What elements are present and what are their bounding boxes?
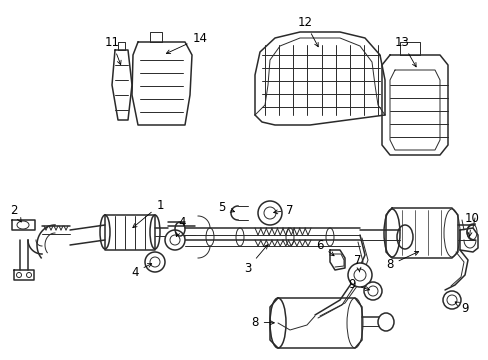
Text: 9: 9 [347, 278, 369, 291]
Text: 12: 12 [297, 15, 318, 47]
Text: 4: 4 [176, 216, 185, 237]
Ellipse shape [145, 252, 164, 272]
Text: 9: 9 [454, 302, 468, 315]
Text: 2: 2 [10, 203, 21, 222]
Text: 7: 7 [353, 253, 361, 272]
Text: 11: 11 [104, 36, 121, 64]
Text: 5: 5 [218, 201, 234, 213]
Text: 7: 7 [273, 203, 293, 216]
Text: 8: 8 [251, 315, 274, 328]
Ellipse shape [363, 282, 381, 300]
Ellipse shape [164, 230, 184, 250]
Text: 4: 4 [131, 264, 151, 279]
Text: 8: 8 [386, 252, 418, 271]
Ellipse shape [442, 291, 460, 309]
Text: 14: 14 [166, 32, 207, 54]
Text: 1: 1 [133, 198, 163, 228]
Ellipse shape [377, 313, 393, 331]
Ellipse shape [258, 201, 282, 225]
Text: 13: 13 [394, 36, 415, 67]
Text: 10: 10 [464, 212, 478, 236]
Text: 3: 3 [244, 245, 267, 274]
Ellipse shape [347, 263, 371, 287]
Text: 6: 6 [316, 239, 333, 256]
